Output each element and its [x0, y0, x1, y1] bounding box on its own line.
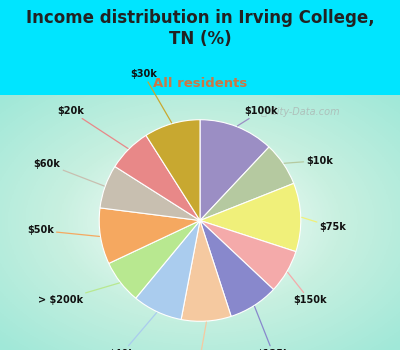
Wedge shape — [200, 147, 294, 220]
Text: $40k: $40k — [108, 313, 157, 350]
Text: All residents: All residents — [153, 77, 247, 90]
Text: $60k: $60k — [34, 159, 104, 186]
Text: $50k: $50k — [27, 225, 100, 237]
Wedge shape — [200, 220, 296, 289]
Wedge shape — [146, 120, 200, 220]
Wedge shape — [200, 220, 274, 316]
Text: $10k: $10k — [284, 156, 333, 166]
Wedge shape — [200, 183, 301, 252]
Wedge shape — [100, 167, 200, 220]
Wedge shape — [99, 208, 200, 264]
Wedge shape — [181, 220, 231, 321]
Text: $200k: $200k — [180, 322, 214, 350]
Text: ⓘ City-Data.com: ⓘ City-Data.com — [261, 107, 339, 117]
Text: $125k: $125k — [254, 307, 290, 350]
Text: $150k: $150k — [288, 272, 326, 305]
Text: $75k: $75k — [302, 217, 346, 232]
Text: $100k: $100k — [238, 106, 278, 126]
Text: $30k: $30k — [130, 69, 172, 123]
Wedge shape — [109, 220, 200, 298]
Text: Income distribution in Irving College,
TN (%): Income distribution in Irving College, T… — [26, 9, 374, 48]
Wedge shape — [115, 135, 200, 220]
Wedge shape — [136, 220, 200, 320]
Wedge shape — [200, 120, 269, 220]
Text: > $200k: > $200k — [38, 283, 120, 305]
Text: $20k: $20k — [57, 106, 128, 148]
